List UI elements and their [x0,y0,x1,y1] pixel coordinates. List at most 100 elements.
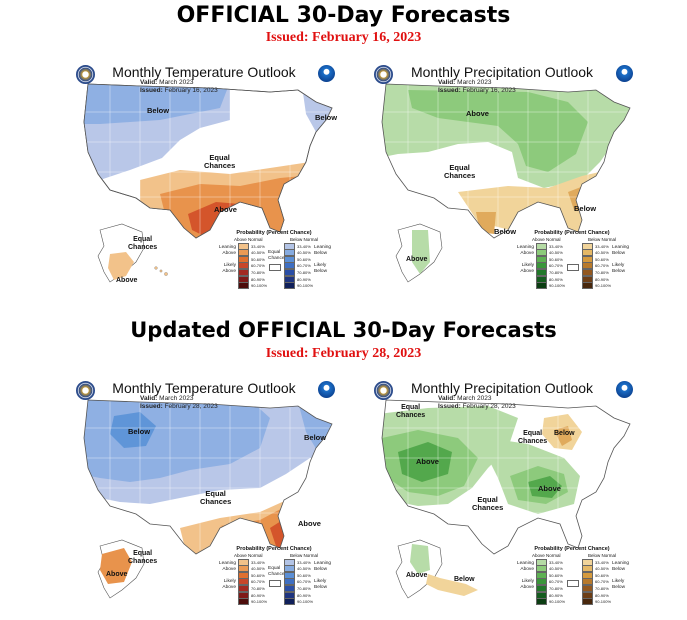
legend-range-label: 80-90% [251,592,265,598]
legend-row: 50-60% [582,255,609,263]
region-label: Above [106,571,128,578]
legend-range-label: 33-40% [549,559,563,565]
legend-row: 80-90% [536,275,563,283]
legend-range-label: 60-70% [251,579,265,585]
legend-row: 70-80% [582,584,609,592]
legend-equal-chances: Equal Chances [268,250,287,261]
legend-range-label: 90-100% [595,599,612,605]
legend-swatch [284,262,295,270]
region-label: Above [406,256,428,263]
region-label: Above [214,205,237,214]
noaa-seal-icon [374,381,393,400]
region-label: Below [128,427,151,436]
legend-swatch [284,275,295,283]
legend-swatch [536,249,547,257]
legend-row: 40-50% [238,565,265,573]
legend-likely-above: Likely Above [222,579,236,590]
legend-title: Probability (Percent Chance) [236,546,312,552]
legend-row: 33-40% [582,242,609,250]
precipitation-outlook-feb28: Monthly Precipitation Outlook Valid: Mar… [368,378,636,610]
legend-leaning-above: Leaning Above [516,245,534,256]
region-label: Equal Chances [128,236,158,251]
precipitation-outlook-feb16: Monthly Precipitation Outlook Valid: Mar… [368,62,636,294]
legend-row: 60-70% [582,262,609,270]
legend-range-label: 40-50% [297,566,311,572]
legend-row: 80-90% [536,591,563,599]
noaa-seal-icon [76,381,95,400]
precipitation-map-feb16 [381,83,631,283]
legend-range-label: 90-100% [549,599,566,605]
legend-swatch [284,255,295,263]
legend-row: 80-90% [284,275,311,283]
legend-swatch [536,262,547,270]
region-label: Below [315,113,338,122]
map-title: Monthly Temperature Outlook [112,64,296,80]
legend-row: 90-100% [238,598,268,606]
legend-swatch [536,598,547,606]
legend-swatch [536,242,547,250]
legend-range-label: 50-60% [595,256,609,262]
legend-row: 60-70% [536,578,563,586]
legend-swatch [582,282,593,290]
legend-leaning-below: Leaning Below [612,245,630,256]
legend-row: 33-40% [284,558,311,566]
legend-swatch [536,565,547,573]
legend-swatch [284,578,295,586]
legend-range-label: 70-80% [297,585,311,591]
legend-range-label: 50-60% [549,256,563,262]
legend-swatch [284,558,295,566]
validity-block: Valid: March 2023 Issued: February 16, 20… [438,79,516,94]
legend-swatch [238,565,249,573]
temperature-legend: Probability (Percent Chance) Above Norma… [212,546,336,614]
noaa-seal-icon [374,65,393,84]
legend-swatch [238,242,249,250]
legend-row: 70-80% [536,584,563,592]
legend-row: 70-80% [238,268,265,276]
legend-row: 40-50% [536,249,563,257]
legend-row: 60-70% [536,262,563,270]
map-title: Monthly Temperature Outlook [112,380,296,396]
temperature-map-feb28 [83,399,333,599]
legend-leaning-above: Leaning Above [218,561,236,572]
legend-range-label: 90-100% [251,599,268,605]
legend-title: Probability (Percent Chance) [534,546,610,552]
region-label: Above [538,484,561,493]
legend-swatch [536,558,547,566]
legend-range-label: 90-100% [251,283,268,289]
legend-swatch [238,255,249,263]
nws-logo-icon [616,65,633,82]
legend-range-label: 33-40% [251,243,265,249]
legend-likely-below: Likely Below [314,263,328,274]
temperature-outlook-feb28: Monthly Temperature Outlook Valid: March… [70,378,338,610]
legend-swatch [582,565,593,573]
region-label: Below [574,204,597,213]
validity-block: Valid: March 2023 Issued: February 28, 20… [140,395,218,410]
legend-swatch [284,571,295,579]
legend-leaning-below: Leaning Below [314,245,332,256]
legend-range-label: 40-50% [251,250,265,256]
legend-row: 90-100% [284,282,313,290]
legend-swatch [284,598,295,606]
legend-row: 40-50% [284,249,311,257]
legend-range-label: 80-90% [549,592,563,598]
legend-range-label: 60-70% [549,579,563,585]
precipitation-legend: Probability (Percent Chance) Above Norma… [510,230,634,298]
legend-swatch [582,255,593,263]
legend-swatch [238,578,249,586]
legend-row: 40-50% [582,565,609,573]
legend-swatch [238,268,249,276]
legend-likely-above: Likely Above [222,263,236,274]
legend-range-label: 50-60% [251,572,265,578]
legend-range-label: 60-70% [549,263,563,269]
legend-swatch [582,249,593,257]
legend-below-head: Below Normal [588,237,617,242]
legend-swatch [238,275,249,283]
legend-swatch [582,275,593,283]
legend-row: 60-70% [238,578,265,586]
region-label: Above [416,457,439,466]
region-label: Above [466,109,489,118]
legend-row: 80-90% [582,591,609,599]
region-label: Equal Chances [472,495,504,512]
legend-range-label: 50-60% [549,572,563,578]
legend-row: 40-50% [582,249,609,257]
